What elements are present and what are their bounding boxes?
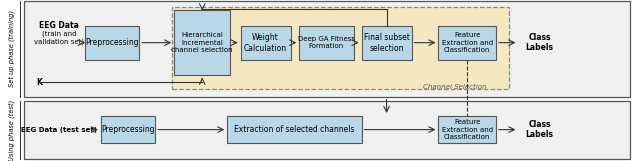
FancyBboxPatch shape	[300, 26, 354, 60]
Text: Hierarchical
Incremental
channel selection: Hierarchical Incremental channel selecti…	[172, 32, 233, 53]
FancyBboxPatch shape	[101, 116, 155, 143]
Text: (train and: (train and	[42, 31, 76, 37]
Text: K: K	[36, 78, 43, 87]
Text: Channel Selection: Channel Selection	[422, 84, 486, 90]
Text: Preprocessing: Preprocessing	[101, 125, 155, 134]
Text: Class
Labels: Class Labels	[525, 33, 554, 52]
FancyBboxPatch shape	[24, 1, 630, 97]
FancyBboxPatch shape	[84, 26, 140, 60]
Text: Class
Labels: Class Labels	[525, 120, 554, 139]
Text: validation set): validation set)	[34, 39, 84, 45]
FancyBboxPatch shape	[172, 7, 509, 89]
FancyBboxPatch shape	[24, 101, 630, 159]
Text: Preprocessing: Preprocessing	[85, 38, 139, 47]
Text: Using phase (test): Using phase (test)	[8, 100, 15, 161]
Text: Feature
Extraction and
Classification: Feature Extraction and Classification	[442, 119, 493, 140]
Text: EEG Data (test set): EEG Data (test set)	[21, 127, 97, 133]
FancyBboxPatch shape	[438, 26, 496, 60]
Text: Feature
Extraction and
Classification: Feature Extraction and Classification	[442, 32, 493, 53]
FancyBboxPatch shape	[241, 26, 291, 60]
Text: EEG Data: EEG Data	[39, 21, 79, 30]
Text: Set up phase (training): Set up phase (training)	[8, 10, 15, 87]
FancyBboxPatch shape	[227, 116, 362, 143]
Text: Deep GA Fitness
Formation: Deep GA Fitness Formation	[298, 36, 355, 49]
Text: Weight
Calculation: Weight Calculation	[244, 33, 287, 52]
Text: Final subset
selection: Final subset selection	[364, 33, 410, 52]
FancyBboxPatch shape	[362, 26, 412, 60]
FancyBboxPatch shape	[174, 10, 230, 75]
FancyBboxPatch shape	[438, 116, 496, 143]
Text: Extraction of selected channels: Extraction of selected channels	[234, 125, 355, 134]
